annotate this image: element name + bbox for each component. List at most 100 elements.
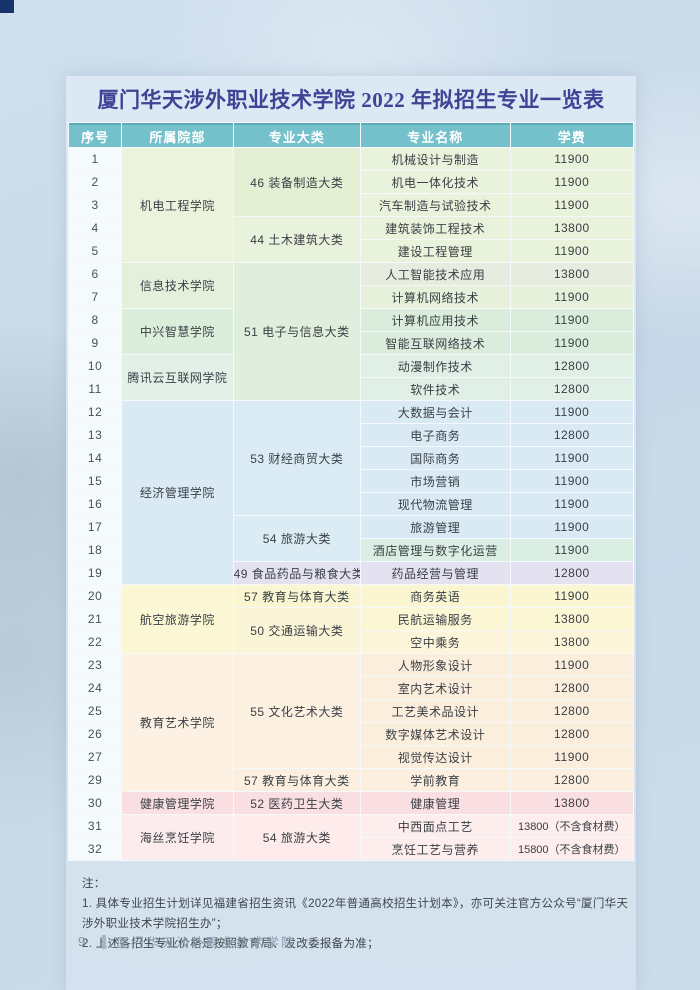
major-name-cell: 软件技术	[361, 378, 510, 400]
notes-label: 注：	[82, 878, 106, 890]
category-cell: 54 旅游大类	[233, 516, 360, 561]
category-cell: 57 教育与体育大类	[233, 585, 360, 607]
row-number-cell: 20	[69, 585, 122, 607]
fee-cell: 11900	[510, 654, 633, 676]
fee-cell: 11900	[510, 470, 633, 492]
row-number-cell: 2	[69, 171, 122, 193]
row-number-cell: 3	[69, 194, 122, 216]
table-row: 1 机电工程学院 46 装备制造大类 机械设计与制造 11900	[69, 148, 633, 262]
table-row: 12 经济管理学院 53 财经商贸大类 大数据与会计 11900	[69, 401, 633, 584]
fee-cell: 11900	[510, 493, 633, 515]
fee-cell: 11900	[510, 516, 633, 538]
major-name-cell: 空中乘务	[361, 631, 510, 653]
college-cell: 腾讯云互联网学院	[122, 355, 233, 400]
college-cell: 中兴智慧学院	[122, 309, 233, 354]
major-name-cell: 智能互联网络技术	[361, 332, 510, 354]
row-number-cell: 25	[69, 700, 122, 722]
major-name-cell: 电子商务	[361, 424, 510, 446]
fee-cell: 12800	[510, 677, 633, 699]
major-name-cell: 机械设计与制造	[361, 148, 510, 170]
fee-cell: 12800	[510, 769, 633, 791]
row-number-cell: 23	[69, 654, 122, 676]
category-cell: 46 装备制造大类	[233, 148, 360, 216]
fee-cell: 12800	[510, 723, 633, 745]
fee-cell: 13800（不含食材费）	[510, 815, 633, 837]
row-number-cell: 29	[69, 769, 122, 791]
table-header: 序号 所属院部 专业大类 专业名称 学费	[69, 123, 633, 147]
major-name-cell: 中西面点工艺	[361, 815, 510, 837]
table-row: 19 49 食品药品与粮食大类 药品经营与管理 12800	[69, 562, 633, 584]
college-cell: 机电工程学院	[122, 148, 233, 262]
fee-cell: 11900	[510, 286, 633, 308]
major-name-cell: 市场营销	[361, 470, 510, 492]
major-name-cell: 商务英语	[361, 585, 510, 607]
page-footer: 9 厦门华天涉外职业技术学院	[78, 932, 296, 951]
fee-cell: 11900	[510, 746, 633, 768]
note-item-1: 1. 具体专业招生计划详见福建省招生资讯《2022年普通高校招生计划本》，亦可关…	[82, 898, 629, 931]
fee-cell: 11900	[510, 171, 633, 193]
college-cell: 教育艺术学院	[122, 654, 233, 791]
row-number-cell: 10	[69, 355, 122, 377]
row-number-cell: 18	[69, 539, 122, 561]
table-row: 14 国际商务 11900	[69, 447, 633, 469]
page-title: 厦门华天涉外职业技术学院 2022 年拟招生专业一览表	[97, 88, 605, 112]
major-name-cell: 旅游管理	[361, 516, 510, 538]
note-item-2: 2. 上述各招生专业价格是按照教育局、发改委报备为准；	[82, 938, 379, 951]
category-cell: 44 土木建筑大类	[233, 217, 360, 262]
row-number-cell: 16	[69, 493, 122, 515]
category-cell: 53 财经商贸大类	[233, 401, 360, 515]
major-name-cell: 室内艺术设计	[361, 677, 510, 699]
column-header-5: 学费	[510, 123, 633, 147]
fee-cell: 12800	[510, 355, 633, 377]
majors-table: 序号 所属院部 专业大类 专业名称 学费 1 机电工程学院 46 装备制造大类 机械设计与制造…	[68, 122, 634, 861]
footer-divider	[102, 934, 107, 949]
fee-cell: 12800	[510, 378, 633, 400]
row-number-cell: 13	[69, 424, 122, 446]
table-row: 21 50 交通运输大类 民航运输服务 13800	[69, 608, 633, 653]
major-name-cell: 视觉传达设计	[361, 746, 510, 768]
major-name-cell: 人工智能技术应用	[361, 263, 510, 285]
major-name-cell: 计算机应用技术	[361, 309, 510, 331]
major-name-cell: 学前教育	[361, 769, 510, 791]
category-cell: 51 电子与信息大类	[233, 263, 360, 400]
major-name-cell: 汽车制造与试验技术	[361, 194, 510, 216]
college-cell: 海丝烹饪学院	[122, 815, 233, 860]
notes-section: 注： 1. 具体专业招生计划详见福建省招生资讯《2022年普通高校招生计划本》，…	[82, 874, 636, 955]
table-row: 25 工艺美术品设计 12800	[69, 700, 633, 722]
fee-cell: 11900	[510, 401, 633, 423]
row-number-cell: 15	[69, 470, 122, 492]
row-number-cell: 21	[69, 608, 122, 630]
category-cell: 55 文化艺术大类	[233, 654, 360, 768]
table-row: 13 电子商务 12800	[69, 424, 633, 446]
table-row: 6 信息技术学院 51 电子与信息大类 人工智能技术应用 13800	[69, 263, 633, 400]
table-row: 8 中兴智慧学院 计算机应用技术 11900	[69, 309, 633, 354]
category-cell: 50 交通运输大类	[233, 608, 360, 653]
row-number-cell: 24	[69, 677, 122, 699]
fee-cell: 12800	[510, 424, 633, 446]
major-name-cell: 计算机网络技术	[361, 286, 510, 308]
row-number-cell: 27	[69, 746, 122, 768]
fee-cell: 11900	[510, 148, 633, 170]
table-row: 24 室内艺术设计 12800	[69, 677, 633, 699]
major-name-cell: 民航运输服务	[361, 608, 510, 630]
fee-cell: 12800	[510, 562, 633, 584]
table-row: 3 汽车制造与试验技术 11900	[69, 194, 633, 216]
table-header-row: 序号 所属院部 专业大类 专业名称 学费	[69, 123, 633, 147]
background-corner-shape	[0, 0, 14, 13]
table-row: 23 教育艺术学院 55 文化艺术大类 人物形象设计 11900	[69, 654, 633, 791]
major-name-cell: 工艺美术品设计	[361, 700, 510, 722]
fee-cell: 13800	[510, 263, 633, 285]
table-row: 5 建设工程管理 11900	[69, 240, 633, 262]
fee-cell: 13800	[510, 792, 633, 814]
major-name-cell: 机电一体化技术	[361, 171, 510, 193]
category-cell: 57 教育与体育大类	[233, 769, 360, 791]
column-header-3: 专业大类	[233, 123, 360, 147]
table-row: 2 机电一体化技术 11900	[69, 171, 633, 193]
major-name-cell: 数字媒体艺术设计	[361, 723, 510, 745]
content-card: 厦门华天涉外职业技术学院 2022 年拟招生专业一览表 序号 所属院部 专业大类 专业…	[66, 76, 636, 990]
fee-cell: 15800（不含食材费）	[510, 838, 633, 860]
table-row: 17 54 旅游大类 旅游管理 11900	[69, 516, 633, 561]
page-number: 9	[78, 934, 87, 949]
major-name-cell: 人物形象设计	[361, 654, 510, 676]
fee-cell: 12800	[510, 700, 633, 722]
